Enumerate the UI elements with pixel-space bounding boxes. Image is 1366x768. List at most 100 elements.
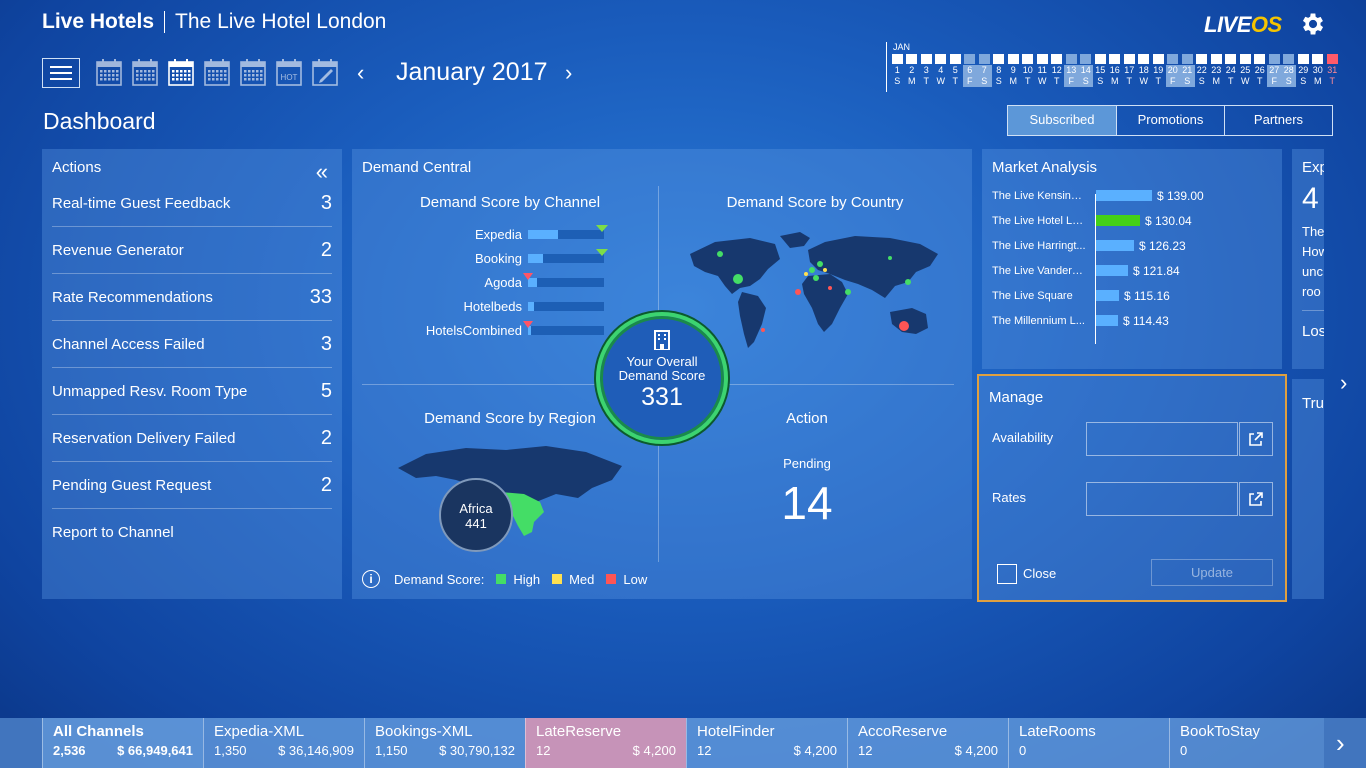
hamburger-menu-button[interactable] — [42, 58, 80, 88]
tab-subscribed[interactable]: Subscribed — [1008, 106, 1116, 135]
mini-calendar-day[interactable]: 20 F — [1165, 54, 1180, 87]
collapse-chevron-icon[interactable]: « — [315, 159, 328, 184]
channel-tab-count: 1,150 — [375, 743, 408, 758]
market-row[interactable]: The Live Hotel Lo... $ 130.04 — [982, 208, 1282, 233]
action-item[interactable]: Pending Guest Request 2 — [52, 462, 332, 509]
mini-calendar-day[interactable]: 28 S — [1281, 54, 1296, 87]
expectations-panel-partial[interactable]: Exp 4 The How unc roo Los — [1292, 149, 1324, 369]
trust-panel-partial[interactable]: Tru — [1292, 379, 1324, 599]
mini-calendar-day[interactable]: 31 T — [1325, 54, 1340, 87]
channel-score-row[interactable]: Expedia — [362, 222, 608, 246]
calendar-icon[interactable] — [204, 58, 230, 86]
channel-tab[interactable]: Expedia-XML 1,350 $ 36,146,909 — [203, 718, 364, 768]
mini-calendar-day[interactable]: 25 W — [1238, 54, 1253, 87]
world-map[interactable] — [680, 224, 950, 361]
mini-calendar-day[interactable]: 10 T — [1021, 54, 1036, 87]
update-button[interactable]: Update — [1151, 559, 1273, 586]
info-icon[interactable]: i — [362, 570, 380, 588]
calendar-icon[interactable] — [132, 58, 158, 86]
action-item[interactable]: Rate Recommendations 33 — [52, 274, 332, 321]
region-callout[interactable]: Africa 441 — [439, 478, 513, 552]
calendar-icon[interactable] — [240, 58, 266, 86]
mini-calendar-day[interactable]: 11 W — [1035, 54, 1050, 87]
tab-promotions[interactable]: Promotions — [1116, 106, 1224, 135]
rates-open-icon[interactable] — [1239, 482, 1273, 516]
market-row[interactable]: The Live Kensing... $ 139.00 — [982, 183, 1282, 208]
action-item[interactable]: Real-time Guest Feedback 3 — [52, 180, 332, 227]
mini-calendar-day[interactable]: 22 S — [1195, 54, 1210, 87]
region-map[interactable] — [396, 440, 636, 555]
action-item[interactable]: Reservation Delivery Failed 2 — [52, 415, 332, 462]
mini-calendar-day[interactable]: 17 T — [1122, 54, 1137, 87]
channel-tab-name: All Channels — [53, 723, 144, 740]
mini-calendar-day[interactable]: 26 T — [1253, 54, 1268, 87]
action-item[interactable]: Report to Channel — [52, 509, 332, 556]
availability-open-icon[interactable] — [1239, 422, 1273, 456]
channel-tab[interactable]: HotelFinder 12 $ 4,200 — [686, 718, 847, 768]
channel-score-row[interactable]: Hotelbeds — [362, 294, 604, 318]
channel-tab-amount: $ 66,949,641 — [117, 743, 193, 758]
channel-tab-amount: $ 30,790,132 — [439, 743, 515, 758]
prev-month-button[interactable]: ‹ — [357, 60, 365, 85]
gear-icon[interactable] — [1299, 10, 1327, 38]
channel-tab[interactable]: AccoReserve 12 $ 4,200 — [847, 718, 1008, 768]
channel-score-row[interactable]: Booking — [362, 246, 608, 270]
channel-tab[interactable]: Bookings-XML 1,150 $ 30,790,132 — [364, 718, 525, 768]
mini-calendar-day[interactable]: 18 W — [1137, 54, 1152, 87]
channel-tab-amount: $ 36,146,909 — [278, 743, 354, 758]
mini-calendar-day[interactable]: 21 S — [1180, 54, 1195, 87]
mini-calendar-day[interactable]: 15 S — [1093, 54, 1108, 87]
mini-calendar-day[interactable]: 30 M — [1311, 54, 1326, 87]
region-name: Africa — [459, 501, 493, 516]
channel-tab[interactable]: BookToStay 0 — [1169, 718, 1324, 768]
action-item[interactable]: Revenue Generator 2 — [52, 227, 332, 274]
hot-calendar-icon[interactable]: HOT — [276, 58, 302, 86]
market-row[interactable]: The Live Harringt... $ 126.23 — [982, 233, 1282, 258]
market-bar — [1096, 290, 1119, 301]
channel-score-row[interactable]: HotelsCombined — [362, 318, 604, 342]
mini-calendar-day[interactable]: 24 T — [1224, 54, 1239, 87]
channel-tab[interactable]: LateReserve 12 $ 4,200 — [525, 718, 686, 768]
overall-demand-score[interactable]: Your Overall Demand Score 331 — [596, 312, 728, 444]
calendar-icon[interactable] — [168, 58, 194, 86]
market-row[interactable]: The Millennium L... $ 114.43 — [982, 308, 1282, 333]
channel-score-row[interactable]: Agoda — [362, 270, 604, 294]
los-title: Los — [1302, 310, 1324, 340]
close-checkbox[interactable] — [997, 564, 1017, 584]
mini-calendar-day[interactable]: 23 M — [1209, 54, 1224, 87]
channel-bar-next-icon[interactable]: › — [1336, 728, 1345, 758]
mini-calendar-day[interactable]: 16 M — [1108, 54, 1123, 87]
mini-calendar-day[interactable]: 29 S — [1296, 54, 1311, 87]
mini-calendar-day[interactable]: 19 T — [1151, 54, 1166, 87]
market-row[interactable]: The Live Square $ 115.16 — [982, 283, 1282, 308]
channel-tab-name: Expedia-XML — [214, 723, 305, 740]
calendar-icon[interactable] — [96, 58, 122, 86]
edit-calendar-icon[interactable] — [312, 58, 338, 86]
mini-calendar-day[interactable]: 14 S — [1078, 54, 1093, 87]
trend-up-icon — [596, 248, 608, 256]
action-count: 5 — [320, 379, 332, 402]
channel-tab[interactable]: LateRooms 0 — [1008, 718, 1169, 768]
tab-partners[interactable]: Partners — [1224, 106, 1332, 135]
action-item[interactable]: Channel Access Failed 3 — [52, 321, 332, 368]
availability-input[interactable] — [1086, 422, 1238, 456]
mini-calendar-day[interactable]: 13 F — [1064, 54, 1079, 87]
next-month-button[interactable]: › — [565, 60, 573, 85]
action-item[interactable]: Unmapped Resv. Room Type 5 — [52, 368, 332, 415]
next-panel-chevron-icon[interactable]: › — [1340, 370, 1348, 395]
market-row[interactable]: The Live Vanderb... $ 121.84 — [982, 258, 1282, 283]
mini-calendar-day[interactable]: 12 T — [1050, 54, 1065, 87]
mini-calendar-day[interactable]: 27 F — [1267, 54, 1282, 87]
channel-tab[interactable]: All Channels 2,536 $ 66,949,641 — [42, 718, 203, 768]
rates-input[interactable] — [1086, 482, 1238, 516]
pending-value[interactable]: 14 — [781, 477, 833, 529]
